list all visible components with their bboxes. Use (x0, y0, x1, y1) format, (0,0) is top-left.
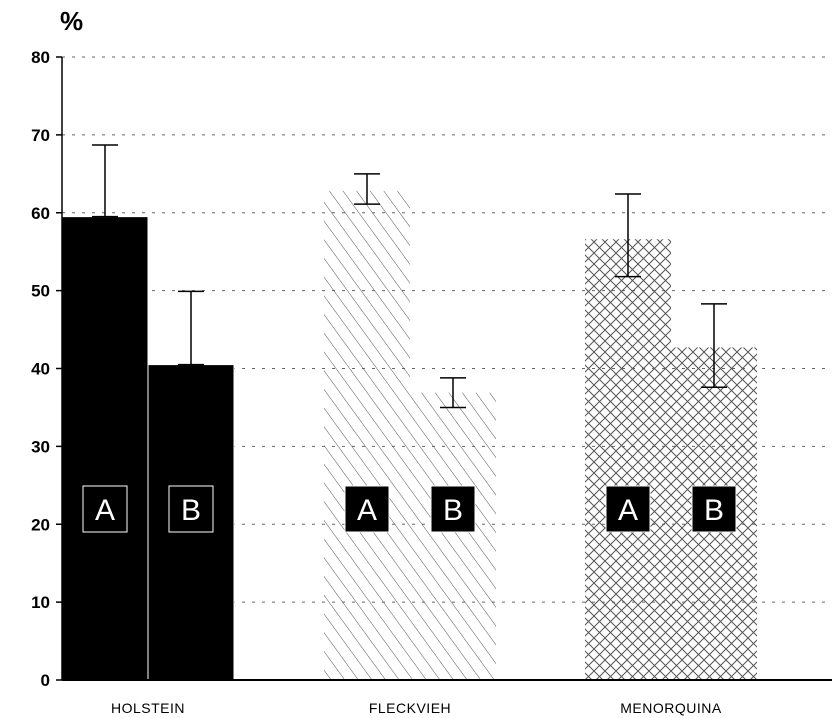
y-tick-label: 10 (31, 593, 50, 612)
series-label-b: B (181, 494, 201, 527)
series-label-b: B (704, 494, 724, 527)
category-label: FLECKVIEH (369, 700, 451, 716)
y-tick-label: 60 (31, 204, 50, 223)
bars (61, 190, 757, 681)
y-tick-label: 70 (31, 126, 50, 145)
series-label-box (344, 485, 390, 533)
y-tick-label: 20 (31, 515, 50, 534)
y-tick-label: 80 (31, 48, 50, 67)
series-label-box (168, 485, 214, 533)
y-tick-label: 50 (31, 282, 50, 301)
bar-a (585, 239, 671, 681)
error-bars (92, 144, 727, 409)
bar-b (410, 392, 496, 680)
category-labels: HOLSTEIN FLECKVIEH MENORQUINA (111, 700, 722, 716)
y-tick-labels: 0 10 20 30 40 50 60 70 80 (31, 48, 50, 690)
series-label-box (430, 485, 476, 533)
series-label-a: A (357, 494, 377, 527)
y-tick-label: 40 (31, 360, 50, 379)
axes (56, 56, 832, 681)
series-label-b: B (443, 494, 463, 527)
category-label: MENORQUINA (620, 700, 722, 716)
category-label: HOLSTEIN (111, 700, 185, 716)
series-label-box (605, 485, 651, 533)
bar-a (61, 216, 149, 681)
series-label-box (691, 485, 737, 533)
series-label-a: A (618, 494, 638, 527)
bar-a (324, 190, 410, 680)
y-unit-label: % (60, 6, 83, 36)
y-tick-label: 0 (41, 671, 50, 690)
series-label-box (82, 485, 128, 533)
series-label-a: A (95, 494, 115, 527)
y-tick-label: 30 (31, 437, 50, 456)
